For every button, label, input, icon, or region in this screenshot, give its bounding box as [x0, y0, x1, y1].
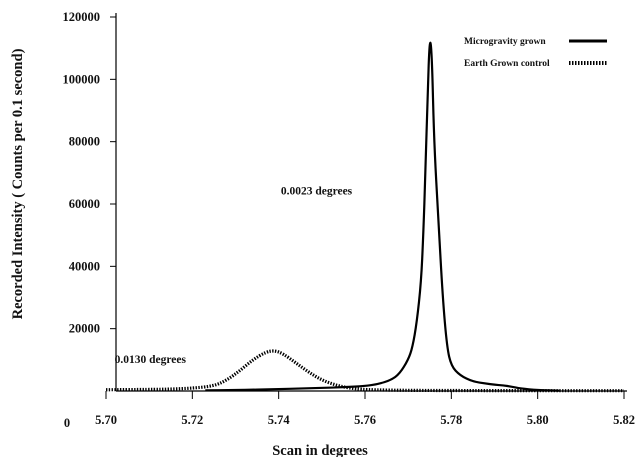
annotation-label: 0.0130 degrees — [115, 354, 187, 366]
y-tick-label: 60000 — [69, 197, 100, 211]
x-tick-label: 5.76 — [354, 413, 376, 427]
y-tick-label: 100000 — [63, 72, 101, 86]
x-axis-ticks: 5.70 5.72 5.74 5.76 5.78 5.80 5.82 — [95, 391, 635, 427]
annotations: 0.0023 degrees 0.0130 degrees — [115, 186, 353, 366]
y-axis-title: Recorded Intensity ( Counts per 0.1 seco… — [10, 48, 26, 319]
x-tick-label: 5.82 — [613, 413, 635, 427]
y-tick-label: 120000 — [63, 10, 101, 24]
legend-label-earth: Earth Grown control — [464, 59, 550, 69]
series-layer — [105, 41, 624, 393]
x-tick-label: 5.70 — [95, 413, 117, 427]
annotation-label: 0.0023 degrees — [281, 186, 353, 198]
y-axis-ticks: 20000 40000 60000 80000 100000 120000 — [63, 10, 116, 336]
x-tick-label: 5.74 — [268, 413, 291, 427]
legend: Microgravity grown Earth Grown control — [464, 37, 607, 69]
y-zero-label: 0 — [64, 416, 70, 430]
y-tick-label: 20000 — [69, 322, 100, 336]
y-tick-label: 80000 — [69, 135, 100, 149]
x-tick-label: 5.72 — [181, 413, 203, 427]
y-tick-label: 40000 — [69, 259, 100, 273]
legend-label-microgravity: Microgravity grown — [464, 37, 546, 47]
series-line-microgravity — [205, 41, 560, 392]
x-tick-label: 5.78 — [440, 413, 462, 427]
x-axis-title: Scan in degrees — [272, 443, 368, 457]
plot-frame — [115, 13, 627, 392]
x-tick-label: 5.80 — [527, 413, 549, 427]
series-line-earth — [105, 349, 624, 393]
